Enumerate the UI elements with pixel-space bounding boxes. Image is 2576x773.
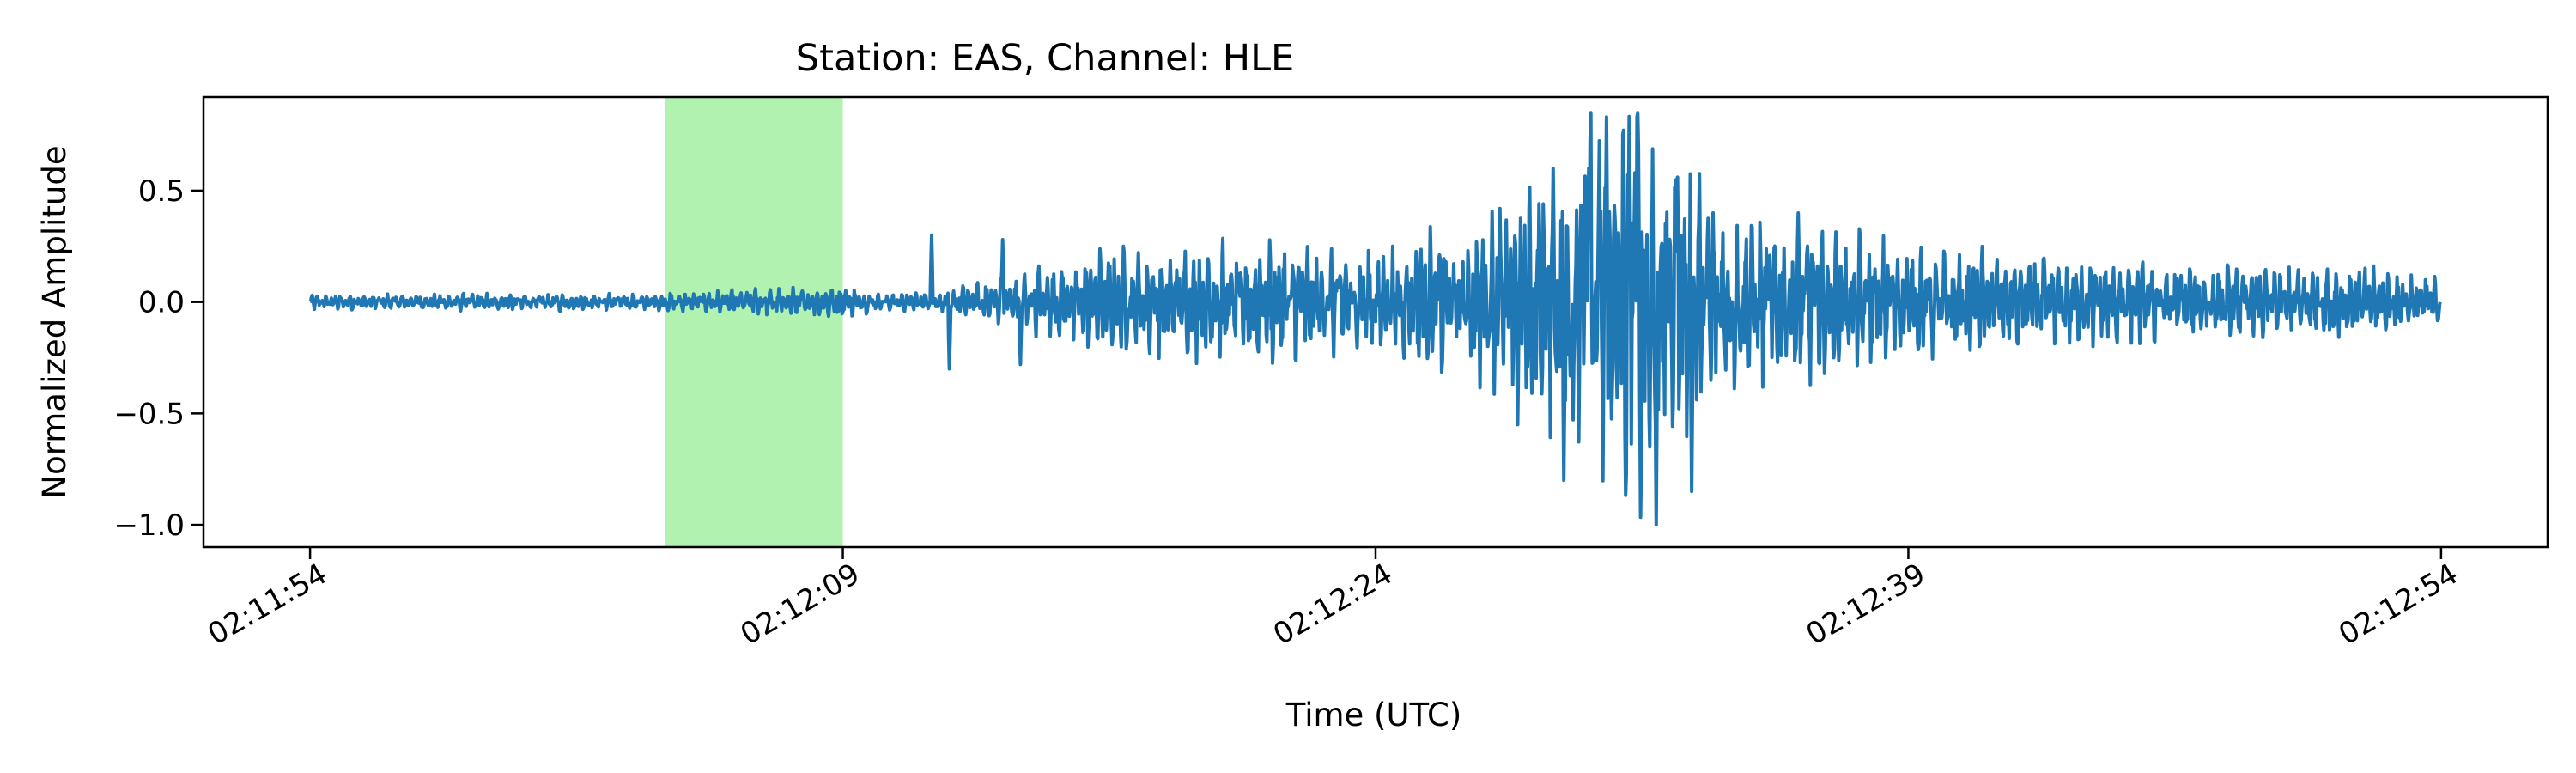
y-tick-label: −1.0 — [113, 508, 185, 543]
y-tick-label: 0.5 — [138, 174, 185, 209]
highlight-band — [665, 97, 843, 547]
y-tick-label: 0.0 — [138, 286, 185, 320]
waveform-series-line — [308, 111, 2442, 527]
y-axis-label: Normalized Amplitude — [36, 145, 73, 498]
x-axis-label: Time (UTC) — [1285, 697, 1462, 733]
y-tick-label: −0.5 — [113, 397, 185, 431]
chart-title: Station: EAS, Channel: HLE — [796, 37, 1294, 80]
